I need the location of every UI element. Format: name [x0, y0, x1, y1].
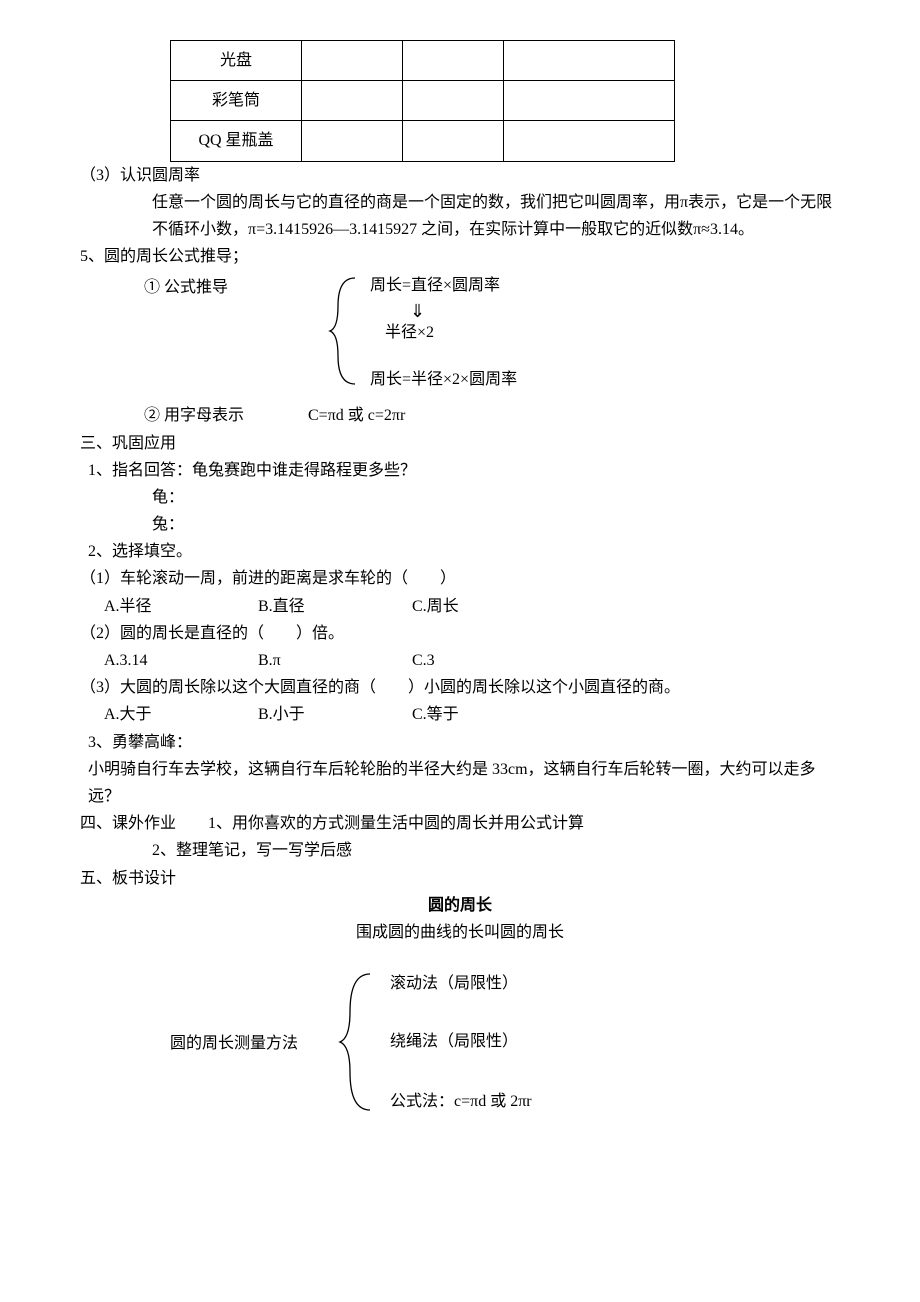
q2-2-options: A.3.14 B.π C.3	[80, 647, 840, 674]
cell-empty	[403, 121, 504, 161]
cell-empty	[504, 81, 675, 121]
brace-icon	[330, 276, 360, 386]
formula-derivation-block: ① 公式推导 周长=直径×圆周率 ⇓ 半径×2 周长=半径×2×圆周率	[80, 274, 840, 394]
q2-1-options: A.半径 B.直径 C.周长	[80, 593, 840, 620]
cell-label: 光盘	[171, 41, 302, 81]
page-container: 光盘 彩笔筒 QQ 星瓶盖 （3）认识圆周率 任意一个圆的周长与它的直径的商是一…	[0, 0, 920, 1210]
section-5-heading: 5、圆的周长公式推导；	[80, 243, 840, 270]
cell-empty	[302, 41, 403, 81]
cell-label: 彩笔筒	[171, 81, 302, 121]
opt-b: B.直径	[258, 593, 408, 620]
method-1: 滚动法（局限性）	[390, 970, 518, 997]
q1-rabbit: 兔：	[80, 511, 840, 538]
brace-line2: 周长=半径×2×圆周率	[370, 366, 517, 393]
opt-b: B.小于	[258, 701, 408, 728]
q2-3-options: A.大于 B.小于 C.等于	[80, 701, 840, 728]
q1-turtle: 龟：	[80, 484, 840, 511]
part4-item2: 2、整理笔记，写一写学后感	[80, 837, 840, 864]
opt-c: C.周长	[412, 593, 562, 620]
table-row: 彩笔筒	[171, 81, 675, 121]
method-2: 绕绳法（局限性）	[390, 1028, 518, 1055]
method-3: 公式法：c=πd 或 2πr	[390, 1088, 532, 1115]
measurement-table: 光盘 彩笔筒 QQ 星瓶盖	[170, 40, 675, 162]
cell-empty	[403, 81, 504, 121]
item2-label: ② 用字母表示	[80, 402, 304, 429]
section-pi-heading: （3）认识圆周率	[80, 162, 840, 189]
item2-formula: C=πd 或 c=2πr	[308, 407, 405, 424]
cell-label: QQ 星瓶盖	[171, 121, 302, 161]
item1-label: ① 公式推导	[144, 274, 228, 301]
opt-a: A.大于	[104, 701, 254, 728]
table-row: 光盘	[171, 41, 675, 81]
cell-empty	[504, 121, 675, 161]
board-title: 圆的周长	[80, 892, 840, 919]
table-row: QQ 星瓶盖	[171, 121, 675, 161]
brace-mid: 半径×2	[385, 319, 434, 346]
opt-c: C.等于	[412, 701, 562, 728]
q1: 1、指名回答：龟兔赛跑中谁走得路程更多些？	[80, 457, 840, 484]
opt-b: B.π	[258, 647, 408, 674]
methods-block: 圆的周长测量方法 滚动法（局限性） 绕绳法（局限性） 公式法：c=πd 或 2π…	[80, 972, 840, 1122]
section-pi-body: 任意一个圆的周长与它的直径的商是一个固定的数，我们把它叫圆周率，用π表示，它是一…	[80, 189, 840, 243]
part4-heading: 四、课外作业	[80, 815, 208, 832]
item2-row: ② 用字母表示 C=πd 或 c=2πr	[80, 402, 840, 429]
part5-heading: 五、板书设计	[80, 865, 840, 892]
q2-heading: 2、选择填空。	[80, 538, 840, 565]
board-definition: 围成圆的曲线的长叫圆的周长	[80, 919, 840, 946]
brace-icon	[340, 972, 374, 1112]
q3-heading: 3、勇攀高峰：	[80, 729, 840, 756]
part4-item1: 1、用你喜欢的方式测量生活中圆的周长并用公式计算	[208, 815, 584, 832]
cell-empty	[302, 81, 403, 121]
cell-empty	[403, 41, 504, 81]
opt-a: A.3.14	[104, 647, 254, 674]
methods-label: 圆的周长测量方法	[170, 1030, 298, 1057]
q2-2: （2）圆的周长是直径的（ ）倍。	[80, 620, 840, 647]
brace-line1: 周长=直径×圆周率	[370, 272, 500, 299]
cell-empty	[302, 121, 403, 161]
opt-a: A.半径	[104, 593, 254, 620]
opt-c: C.3	[412, 647, 562, 674]
part4-row: 四、课外作业 1、用你喜欢的方式测量生活中圆的周长并用公式计算	[80, 810, 840, 837]
part3-heading: 三、巩固应用	[80, 430, 840, 457]
q2-3: （3）大圆的周长除以这个大圆直径的商（ ）小圆的周长除以这个小圆直径的商。	[80, 674, 840, 701]
q3-body: 小明骑自行车去学校，这辆自行车后轮轮胎的半径大约是 33cm，这辆自行车后轮转一…	[80, 756, 840, 810]
cell-empty	[504, 41, 675, 81]
q2-1: （1）车轮滚动一周，前进的距离是求车轮的（ ）	[80, 565, 840, 592]
